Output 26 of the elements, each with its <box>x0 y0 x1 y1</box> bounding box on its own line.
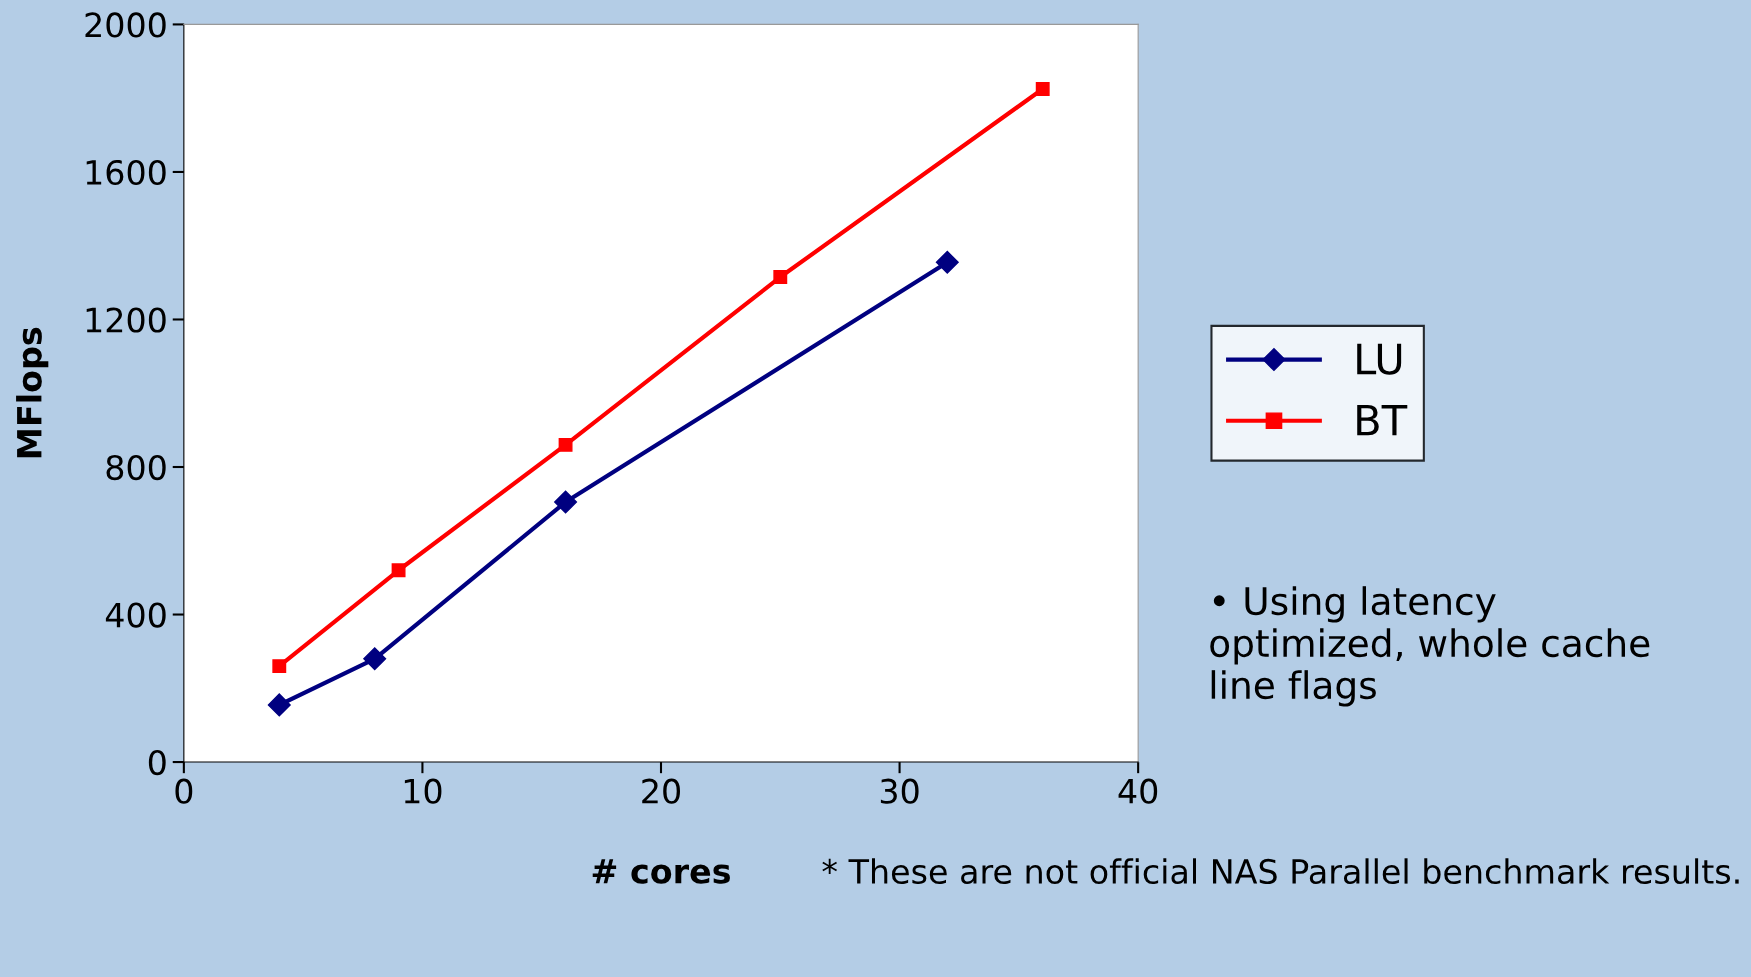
x-tick-label: 0 <box>175 778 193 804</box>
y-tick-label: 1600 <box>86 159 166 186</box>
point <box>935 250 959 274</box>
point <box>363 647 387 671</box>
y-tick-label: 800 <box>106 454 166 481</box>
y-tick-label: 1200 <box>86 307 166 333</box>
point <box>554 490 578 514</box>
point <box>773 270 788 285</box>
point <box>272 659 287 674</box>
y-axis-title: MFlops <box>16 327 49 458</box>
point <box>558 437 573 452</box>
x-tick-label: 10 <box>404 778 442 804</box>
point <box>391 563 406 578</box>
x-tick-label: 40 <box>1118 778 1158 804</box>
legend-label: LU <box>1357 343 1402 375</box>
y-tick-label: 0 <box>148 749 166 776</box>
legend-label: BT <box>1357 404 1408 436</box>
text: • Using latency optimized, whole cache line flags <box>1210 586 1650 707</box>
y-tick-label: 2000 <box>85 12 166 38</box>
x-tick-label: 30 <box>880 778 919 804</box>
x-axis-title: # cores <box>592 859 730 884</box>
point <box>1035 82 1050 96</box>
y-tick-label: 400 <box>105 602 166 628</box>
x-tick-label: 20 <box>642 778 680 804</box>
point <box>267 693 291 717</box>
text: * These are not official NAS Parallel benchmark results. <box>822 858 1739 885</box>
